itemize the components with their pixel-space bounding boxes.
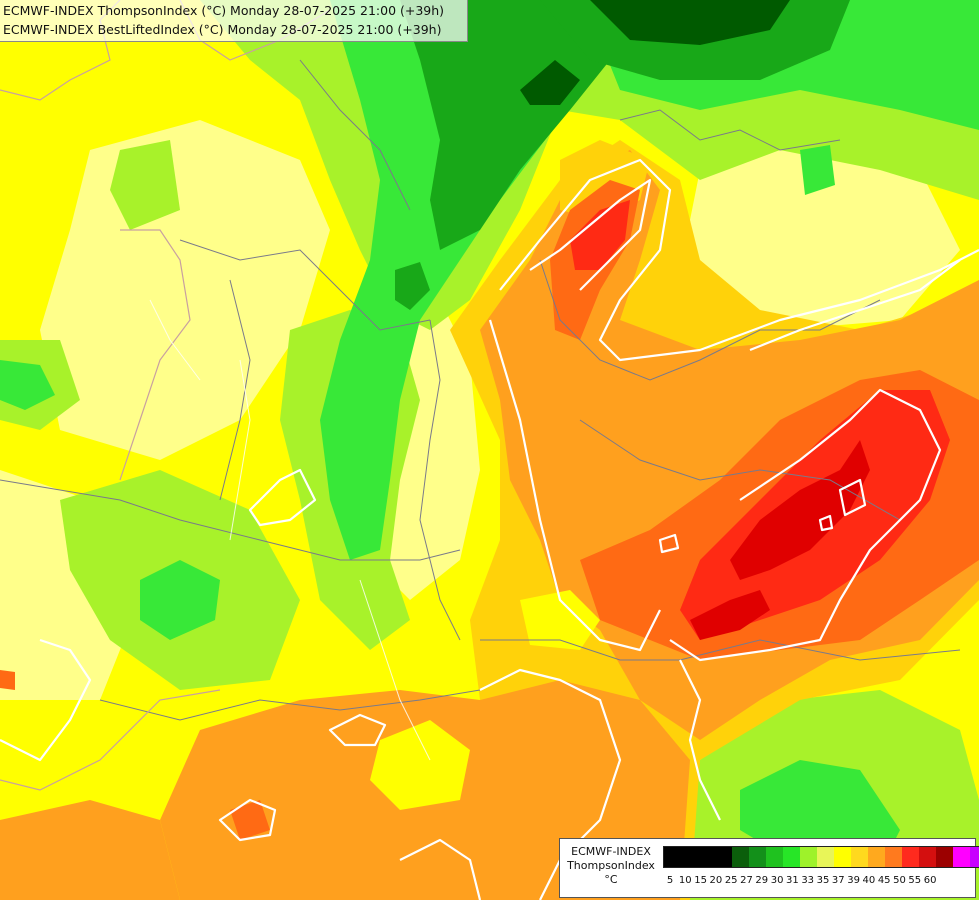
contour-5 bbox=[838, 478, 867, 517]
legend-tick-label: 39 bbox=[847, 875, 860, 886]
contour-6 bbox=[818, 514, 834, 532]
border-line-8 bbox=[99, 689, 481, 721]
field-light-green-ne-blob bbox=[800, 145, 835, 195]
contour-15 bbox=[399, 838, 482, 900]
contour-1 bbox=[499, 158, 979, 362]
border-line-10 bbox=[299, 59, 411, 211]
legend-tick-label: 15 bbox=[694, 875, 707, 886]
map-title-box: ECMWF-INDEX ThompsonIndex (°C) Monday 28… bbox=[0, 0, 468, 42]
legend-swatch bbox=[970, 847, 979, 867]
country-borders bbox=[0, 59, 961, 721]
legend-tick-label: 5 bbox=[666, 875, 674, 886]
field-light-green-blob-left bbox=[0, 360, 55, 410]
legend-swatch bbox=[800, 847, 817, 867]
thin-contour-1 bbox=[229, 359, 251, 541]
legend-swatch bbox=[919, 847, 936, 867]
border-line-1 bbox=[0, 479, 461, 561]
legend-swatch bbox=[851, 847, 868, 867]
legend-color-bar bbox=[663, 846, 979, 868]
field-mid-green-band bbox=[400, 0, 620, 250]
legend-tick-label: 29 bbox=[755, 875, 769, 886]
lifted-index-contours bbox=[0, 158, 979, 900]
legend-tick-label: 30 bbox=[770, 875, 784, 886]
map-title-lifted: ECMWF-INDEX BestLiftedIndex (°C) Monday … bbox=[3, 22, 442, 37]
field-mid-green-small bbox=[395, 262, 430, 310]
legend-swatch bbox=[732, 847, 749, 867]
contour-9 bbox=[328, 713, 387, 747]
coast-line-4 bbox=[119, 229, 191, 481]
legend-tick-label: 33 bbox=[801, 875, 815, 886]
contour-4 bbox=[669, 388, 942, 662]
contour-7 bbox=[658, 533, 680, 554]
field-dark-orange-sw-spot bbox=[0, 670, 15, 690]
contour-3 bbox=[529, 178, 652, 291]
legend-label: ECMWF-INDEX ThompsonIndex °C bbox=[564, 845, 658, 887]
legend-tick-label: 10 bbox=[678, 875, 692, 886]
legend-unit: °C bbox=[604, 873, 618, 886]
thin-contour-3 bbox=[149, 299, 201, 381]
legend-swatch bbox=[664, 847, 681, 867]
legend-swatch bbox=[953, 847, 970, 867]
legend-tick-label: 60 bbox=[923, 875, 937, 886]
legend-tick-label: 45 bbox=[877, 875, 891, 886]
border-line-5 bbox=[539, 259, 881, 381]
field-yellow-south-pocket-2 bbox=[520, 590, 600, 650]
field-pale-yellow-sw bbox=[0, 470, 140, 700]
legend-model: ECMWF-INDEX bbox=[571, 845, 651, 858]
field-dark-green-spot bbox=[520, 60, 580, 105]
legend-swatch bbox=[885, 847, 902, 867]
legend-tick-label: 27 bbox=[740, 875, 753, 886]
legend-swatch bbox=[902, 847, 919, 867]
legend-parameter: ThompsonIndex bbox=[567, 859, 655, 872]
field-yellow-south-pocket bbox=[370, 720, 470, 810]
contour-14 bbox=[0, 638, 92, 762]
legend-swatch bbox=[936, 847, 953, 867]
legend-swatch bbox=[766, 847, 783, 867]
border-line-6 bbox=[579, 419, 901, 521]
field-deep-red-core bbox=[730, 440, 870, 580]
legend-tick-label: 20 bbox=[709, 875, 723, 886]
legend-tick-label: 25 bbox=[724, 875, 738, 886]
thin-contour-2 bbox=[359, 579, 431, 761]
legend-tick-label: 40 bbox=[862, 875, 876, 886]
contour-10 bbox=[218, 798, 277, 842]
field-deep-red-core-2 bbox=[690, 590, 770, 640]
legend-swatch bbox=[749, 847, 766, 867]
field-pale-yellow-ne bbox=[690, 140, 960, 330]
legend-tick-label: 55 bbox=[908, 875, 922, 886]
border-line-9 bbox=[619, 109, 841, 151]
legend-swatch bbox=[698, 847, 715, 867]
border-line-2 bbox=[179, 239, 431, 331]
map-title-thompson: ECMWF-INDEX ThompsonIndex (°C) Monday 28… bbox=[3, 3, 445, 18]
legend-swatch bbox=[868, 847, 885, 867]
coast-line-3 bbox=[0, 689, 221, 791]
legend-swatch bbox=[817, 847, 834, 867]
field-dark-green-north bbox=[590, 0, 790, 45]
legend-swatch bbox=[783, 847, 800, 867]
legend-tick-label: 50 bbox=[893, 875, 906, 886]
field-orange-sw bbox=[0, 800, 180, 900]
contour-2 bbox=[488, 319, 661, 652]
legend-tick-label: 37 bbox=[831, 875, 845, 886]
legend-swatch bbox=[834, 847, 851, 867]
legend-swatch bbox=[715, 847, 732, 867]
contour-13 bbox=[749, 259, 961, 352]
legend-swatch bbox=[681, 847, 698, 867]
legend-tick-label: 31 bbox=[786, 875, 799, 886]
thin-contours bbox=[149, 299, 431, 761]
field-yellow-green-mid-west bbox=[110, 140, 180, 230]
field-light-green-blob-west bbox=[140, 560, 220, 640]
field-red-ne bbox=[570, 200, 630, 270]
border-line-4 bbox=[419, 319, 461, 641]
contour-8 bbox=[248, 468, 317, 527]
legend-tick-label: 35 bbox=[816, 875, 830, 886]
contour-12 bbox=[679, 659, 721, 821]
field-dark-orange-south-spot bbox=[230, 800, 270, 840]
color-scale-legend: ECMWF-INDEX ThompsonIndex °C 5 10 15 20 25 27… bbox=[559, 838, 979, 898]
